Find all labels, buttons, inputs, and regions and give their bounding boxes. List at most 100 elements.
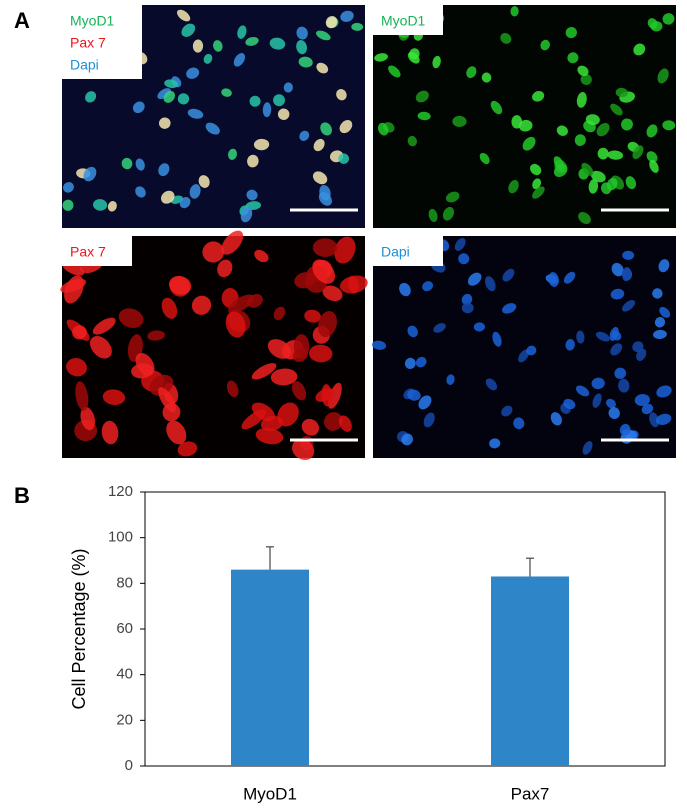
image-label: Pax 7 bbox=[70, 35, 106, 51]
cell bbox=[484, 276, 496, 292]
cell bbox=[213, 40, 223, 52]
cell bbox=[283, 82, 293, 93]
cell bbox=[161, 190, 175, 204]
cell bbox=[652, 288, 663, 299]
cell bbox=[575, 385, 590, 397]
cell bbox=[585, 114, 600, 126]
cell bbox=[582, 440, 593, 455]
cell bbox=[132, 101, 145, 114]
cell bbox=[221, 230, 244, 255]
cell bbox=[597, 147, 609, 160]
cell bbox=[659, 306, 671, 318]
cell bbox=[298, 56, 313, 68]
cell bbox=[610, 288, 625, 300]
cell bbox=[312, 259, 336, 284]
cell bbox=[291, 381, 307, 401]
cell bbox=[324, 412, 343, 431]
cell bbox=[189, 184, 201, 199]
cell bbox=[595, 331, 610, 342]
y-tick-label: 120 bbox=[108, 483, 133, 500]
cell bbox=[649, 412, 659, 428]
cell bbox=[658, 259, 670, 273]
cell bbox=[118, 308, 144, 328]
cell bbox=[610, 343, 623, 356]
cell bbox=[317, 311, 337, 338]
cell bbox=[518, 119, 533, 132]
cell bbox=[649, 159, 659, 173]
cell bbox=[662, 120, 676, 131]
cell bbox=[158, 387, 177, 413]
cell bbox=[325, 16, 338, 29]
cell bbox=[299, 130, 310, 141]
cell bbox=[75, 381, 89, 411]
cell bbox=[485, 378, 498, 391]
cell bbox=[647, 18, 658, 29]
cell bbox=[399, 282, 411, 297]
cell bbox=[296, 26, 308, 40]
cell bbox=[72, 325, 87, 340]
cell bbox=[548, 272, 559, 287]
cell bbox=[481, 72, 492, 83]
cell bbox=[273, 94, 285, 107]
cell bbox=[563, 398, 576, 410]
cell bbox=[225, 311, 246, 338]
cell bbox=[473, 322, 485, 332]
cell bbox=[378, 122, 389, 136]
cell bbox=[458, 253, 470, 265]
cell bbox=[618, 378, 630, 393]
cell bbox=[228, 294, 254, 314]
image-label: Dapi bbox=[381, 244, 410, 260]
cell bbox=[662, 13, 675, 25]
cell bbox=[254, 249, 269, 263]
image-label: MyoD1 bbox=[70, 13, 115, 29]
cell bbox=[101, 420, 119, 445]
cell bbox=[334, 236, 356, 264]
cell bbox=[532, 178, 542, 190]
cell bbox=[576, 91, 587, 108]
cell bbox=[574, 134, 586, 146]
cell bbox=[415, 90, 429, 103]
cell bbox=[270, 368, 298, 386]
y-tick-label: 60 bbox=[116, 620, 133, 637]
cell bbox=[454, 238, 466, 251]
image-label: Pax 7 bbox=[70, 244, 106, 260]
cell bbox=[621, 266, 632, 282]
cell bbox=[656, 385, 672, 398]
cell bbox=[163, 90, 176, 103]
cell bbox=[657, 68, 669, 84]
cell bbox=[526, 345, 537, 356]
x-tick-label: Pax7 bbox=[511, 784, 550, 803]
cell bbox=[371, 340, 387, 350]
cell bbox=[445, 191, 460, 203]
cell bbox=[563, 271, 576, 284]
cell bbox=[641, 403, 654, 415]
y-tick-label: 80 bbox=[116, 574, 133, 591]
cell bbox=[226, 380, 239, 398]
micrograph bbox=[373, 236, 676, 458]
cell bbox=[607, 150, 624, 160]
cell bbox=[591, 377, 605, 390]
cell bbox=[407, 51, 420, 64]
cell bbox=[255, 427, 284, 445]
cell bbox=[596, 123, 610, 137]
cell bbox=[510, 5, 519, 17]
cell bbox=[374, 53, 388, 62]
cell bbox=[446, 374, 455, 385]
label-box bbox=[62, 236, 132, 266]
cell bbox=[578, 212, 591, 224]
cell bbox=[228, 148, 237, 160]
cell bbox=[60, 278, 87, 293]
cell bbox=[260, 415, 284, 432]
cell bbox=[89, 335, 112, 359]
cell bbox=[181, 23, 196, 37]
cell bbox=[500, 33, 512, 44]
cell bbox=[277, 402, 299, 427]
cell bbox=[407, 389, 421, 401]
cell bbox=[62, 199, 74, 211]
cell bbox=[203, 53, 213, 64]
cell bbox=[294, 272, 316, 289]
cell bbox=[625, 176, 637, 190]
cell bbox=[606, 177, 618, 191]
cell bbox=[615, 87, 628, 98]
cell bbox=[553, 156, 565, 171]
